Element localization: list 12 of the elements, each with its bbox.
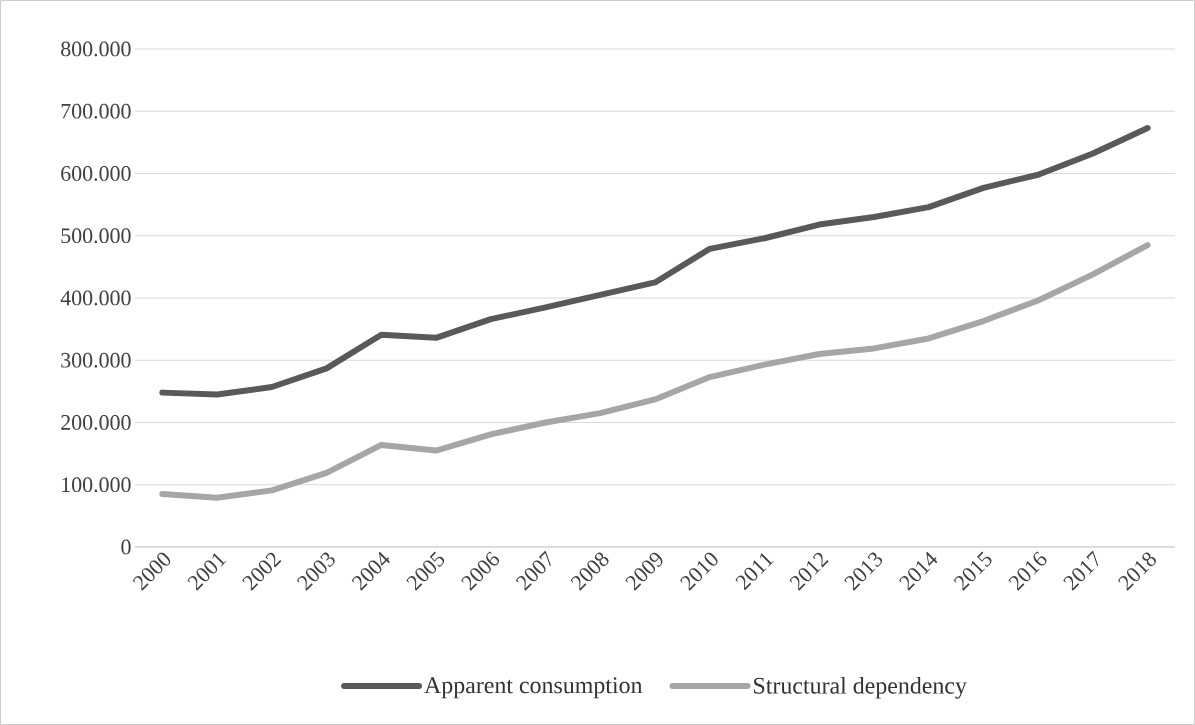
legend-label: Apparent consumption [424, 677, 643, 699]
y-tick-label: 600.000 [61, 166, 131, 181]
y-tick-label: 800.000 [61, 41, 131, 57]
y-tick-label: 0 [121, 539, 131, 555]
y-tick-label: 100.000 [62, 477, 131, 493]
y-tick-label: 300.000 [61, 352, 131, 368]
y-tick-label: 400.000 [60, 290, 131, 306]
y-tick-label: 700.000 [61, 103, 131, 119]
legend-label: Structural dependency [754, 676, 967, 699]
y-tick-label: 200.000 [61, 415, 131, 430]
x-tick-label: 2011 [735, 553, 774, 591]
y-tick-label: 500.000 [61, 228, 131, 244]
